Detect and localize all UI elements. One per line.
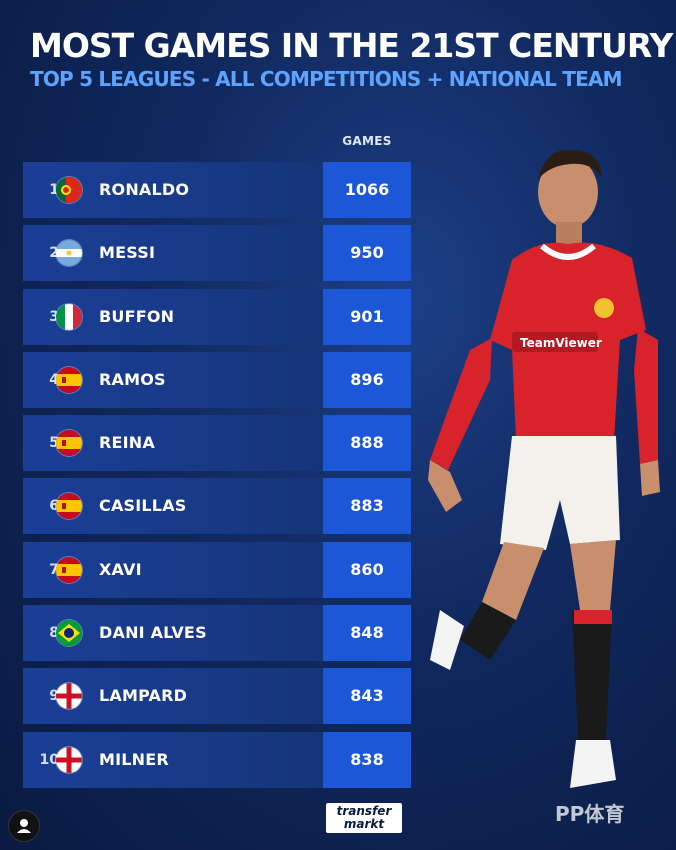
user-icon [17, 819, 31, 833]
rank-number: 9 [49, 688, 59, 705]
player-name: BUFFON [99, 306, 175, 326]
table-row: 10 MILNER 838 [23, 731, 411, 788]
player-name: RAMOS [99, 369, 166, 389]
spain-flag-icon [56, 366, 82, 393]
brazil-flag-icon [56, 620, 82, 647]
games-count: 860 [323, 541, 411, 598]
ranking-table: 1 RONALDO 1066 2 MESSI 950 3 BUFFON 901 4 RAMOS 896… [23, 162, 411, 795]
games-count: 888 [323, 415, 411, 472]
games-column-header: GAMES [342, 134, 392, 148]
player-name: MILNER [99, 749, 169, 769]
portugal-flag-icon [56, 177, 82, 203]
games-count: 883 [323, 478, 411, 535]
player-name: RONALDO [99, 180, 190, 199]
watermark: PP体育 [555, 802, 625, 826]
player-name: CASILLAS [99, 496, 187, 516]
rank-number: 3 [49, 308, 59, 325]
table-row: 8 DANI ALVES 848 [23, 605, 411, 662]
logo-line-1: transfer [336, 804, 392, 818]
games-count: 901 [323, 288, 411, 345]
rank-number: 5 [49, 435, 59, 452]
games-count: 838 [323, 731, 411, 788]
spain-flag-icon [56, 430, 82, 457]
argentina-flag-icon [56, 240, 82, 267]
spain-flag-icon [56, 556, 82, 583]
rank-number: 8 [49, 625, 59, 642]
spain-flag-icon [56, 493, 82, 520]
rank-number: 4 [49, 371, 59, 388]
games-count: 1066 [323, 162, 411, 218]
svg-text:TeamViewer: TeamViewer [520, 336, 602, 350]
rank-number: 1 [49, 182, 59, 198]
page-title: MOST GAMES IN THE 21ST CENTURY [30, 26, 673, 65]
player-name: REINA [99, 433, 155, 453]
player-name: DANI ALVES [99, 623, 207, 643]
italy-flag-icon [56, 303, 82, 330]
rank-number: 2 [49, 245, 59, 262]
transfermarkt-logo: transfer markt [326, 803, 402, 833]
player-name: LAMPARD [99, 686, 188, 706]
table-row: 3 BUFFON 901 [23, 288, 411, 345]
player-name: XAVI [99, 559, 142, 579]
rank-number: 6 [49, 498, 59, 515]
england-flag-icon [56, 746, 82, 773]
games-count: 848 [323, 605, 411, 662]
player-name: MESSI [99, 243, 156, 263]
england-flag-icon [56, 683, 82, 710]
table-row: 9 LAMPARD 843 [23, 668, 411, 725]
games-count: 896 [323, 351, 411, 408]
games-count: 950 [323, 225, 411, 282]
page-subtitle: TOP 5 LEAGUES - ALL COMPETITIONS + NATIO… [30, 67, 623, 91]
player-illustration: TeamViewer [428, 149, 660, 788]
rank-number: 10 [39, 751, 59, 768]
table-row: 2 MESSI 950 [23, 225, 411, 282]
table-row: 4 RAMOS 896 [23, 351, 411, 408]
rank-number: 7 [49, 561, 59, 578]
table-row: 5 REINA 888 [23, 415, 411, 472]
table-row: 1 RONALDO 1066 [23, 162, 411, 218]
logo-line-2: markt [343, 817, 385, 831]
avatar-button[interactable] [8, 810, 40, 842]
games-count: 843 [323, 668, 411, 725]
table-row: 6 CASILLAS 883 [23, 478, 411, 535]
table-row: 7 XAVI 860 [23, 541, 411, 598]
